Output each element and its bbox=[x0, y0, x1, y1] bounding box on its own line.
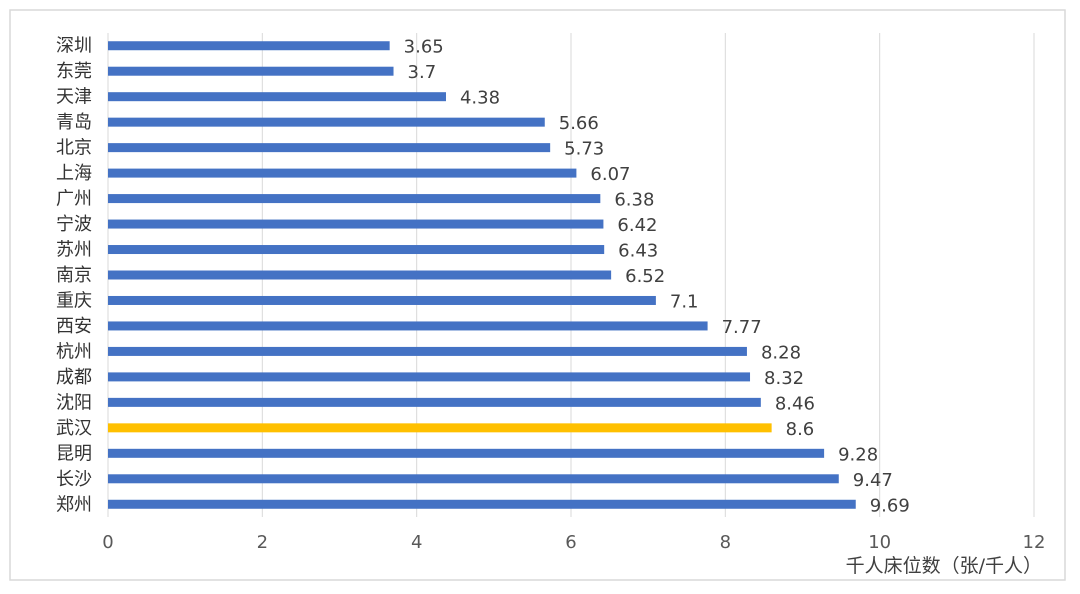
x-tick-label: 4 bbox=[411, 532, 422, 553]
bar-default bbox=[108, 219, 604, 229]
x-tick-label: 6 bbox=[565, 532, 576, 553]
data-label: 6.07 bbox=[590, 164, 630, 185]
bar-default bbox=[108, 245, 605, 255]
bar-default bbox=[108, 117, 545, 127]
data-labels: 3.653.74.385.665.736.076.386.426.436.527… bbox=[404, 37, 910, 517]
data-label: 8.32 bbox=[764, 368, 804, 389]
category-label: 广州 bbox=[56, 189, 92, 210]
bar-default bbox=[108, 92, 446, 102]
gridlines bbox=[107, 33, 1035, 517]
bar-default bbox=[108, 270, 612, 280]
bar-default bbox=[108, 346, 747, 356]
category-label: 上海 bbox=[56, 163, 92, 184]
x-tick-label: 8 bbox=[720, 532, 731, 553]
x-tick-label: 2 bbox=[257, 532, 268, 553]
data-label: 6.42 bbox=[617, 215, 657, 236]
bar-default bbox=[108, 474, 839, 484]
category-label: 杭州 bbox=[56, 341, 92, 362]
bar-default bbox=[108, 41, 390, 51]
data-label: 3.7 bbox=[408, 62, 437, 83]
category-label: 长沙 bbox=[56, 469, 92, 490]
category-label: 青岛 bbox=[56, 112, 92, 133]
category-label: 昆明 bbox=[56, 443, 92, 464]
x-tick-label: 12 bbox=[1023, 532, 1046, 553]
category-label: 郑州 bbox=[56, 494, 92, 515]
category-label: 苏州 bbox=[56, 240, 92, 261]
bar-default bbox=[108, 168, 577, 178]
data-label: 6.52 bbox=[625, 266, 665, 287]
data-label: 8.6 bbox=[786, 419, 815, 440]
data-label: 5.73 bbox=[564, 139, 604, 160]
bar-default bbox=[108, 321, 708, 331]
data-label: 7.77 bbox=[722, 317, 762, 338]
bar-default bbox=[108, 499, 856, 509]
category-label: 沈阳 bbox=[56, 392, 92, 413]
bar-highlight bbox=[108, 423, 772, 433]
x-tick-label: 0 bbox=[102, 532, 113, 553]
data-label: 9.47 bbox=[853, 470, 893, 491]
category-label: 西安 bbox=[56, 316, 92, 337]
data-label: 8.46 bbox=[775, 393, 815, 414]
data-label: 6.43 bbox=[618, 241, 658, 262]
bars bbox=[108, 41, 856, 509]
chart-frame bbox=[9, 9, 1066, 581]
data-label: 5.66 bbox=[559, 113, 599, 134]
category-label: 东莞 bbox=[56, 61, 92, 82]
bar-default bbox=[108, 66, 394, 76]
bar-default bbox=[108, 295, 656, 305]
bar-default bbox=[108, 143, 551, 153]
category-label: 天津 bbox=[56, 87, 92, 108]
x-axis-ticks: 0 2 4 6 8 10 12 bbox=[102, 532, 1045, 553]
data-label: 3.65 bbox=[404, 37, 444, 58]
category-label: 宁波 bbox=[56, 214, 92, 235]
data-label: 9.28 bbox=[838, 444, 878, 465]
x-axis-title: 千人床位数（张/千人） bbox=[846, 555, 1042, 577]
data-label: 7.1 bbox=[670, 291, 699, 312]
category-label: 重庆 bbox=[56, 290, 92, 311]
category-label: 深圳 bbox=[56, 36, 92, 57]
bar-default bbox=[108, 194, 601, 204]
data-label: 4.38 bbox=[460, 88, 500, 109]
bar-default bbox=[108, 372, 751, 382]
data-label: 8.28 bbox=[761, 342, 801, 363]
category-label: 武汉 bbox=[56, 418, 92, 439]
category-label: 南京 bbox=[56, 265, 92, 286]
category-label: 成都 bbox=[56, 367, 92, 388]
bar-default bbox=[108, 397, 761, 407]
data-label: 9.69 bbox=[870, 495, 910, 516]
bar-default bbox=[108, 448, 825, 458]
data-label: 6.38 bbox=[614, 190, 654, 211]
category-label: 北京 bbox=[56, 138, 92, 159]
x-tick-label: 10 bbox=[868, 532, 891, 553]
